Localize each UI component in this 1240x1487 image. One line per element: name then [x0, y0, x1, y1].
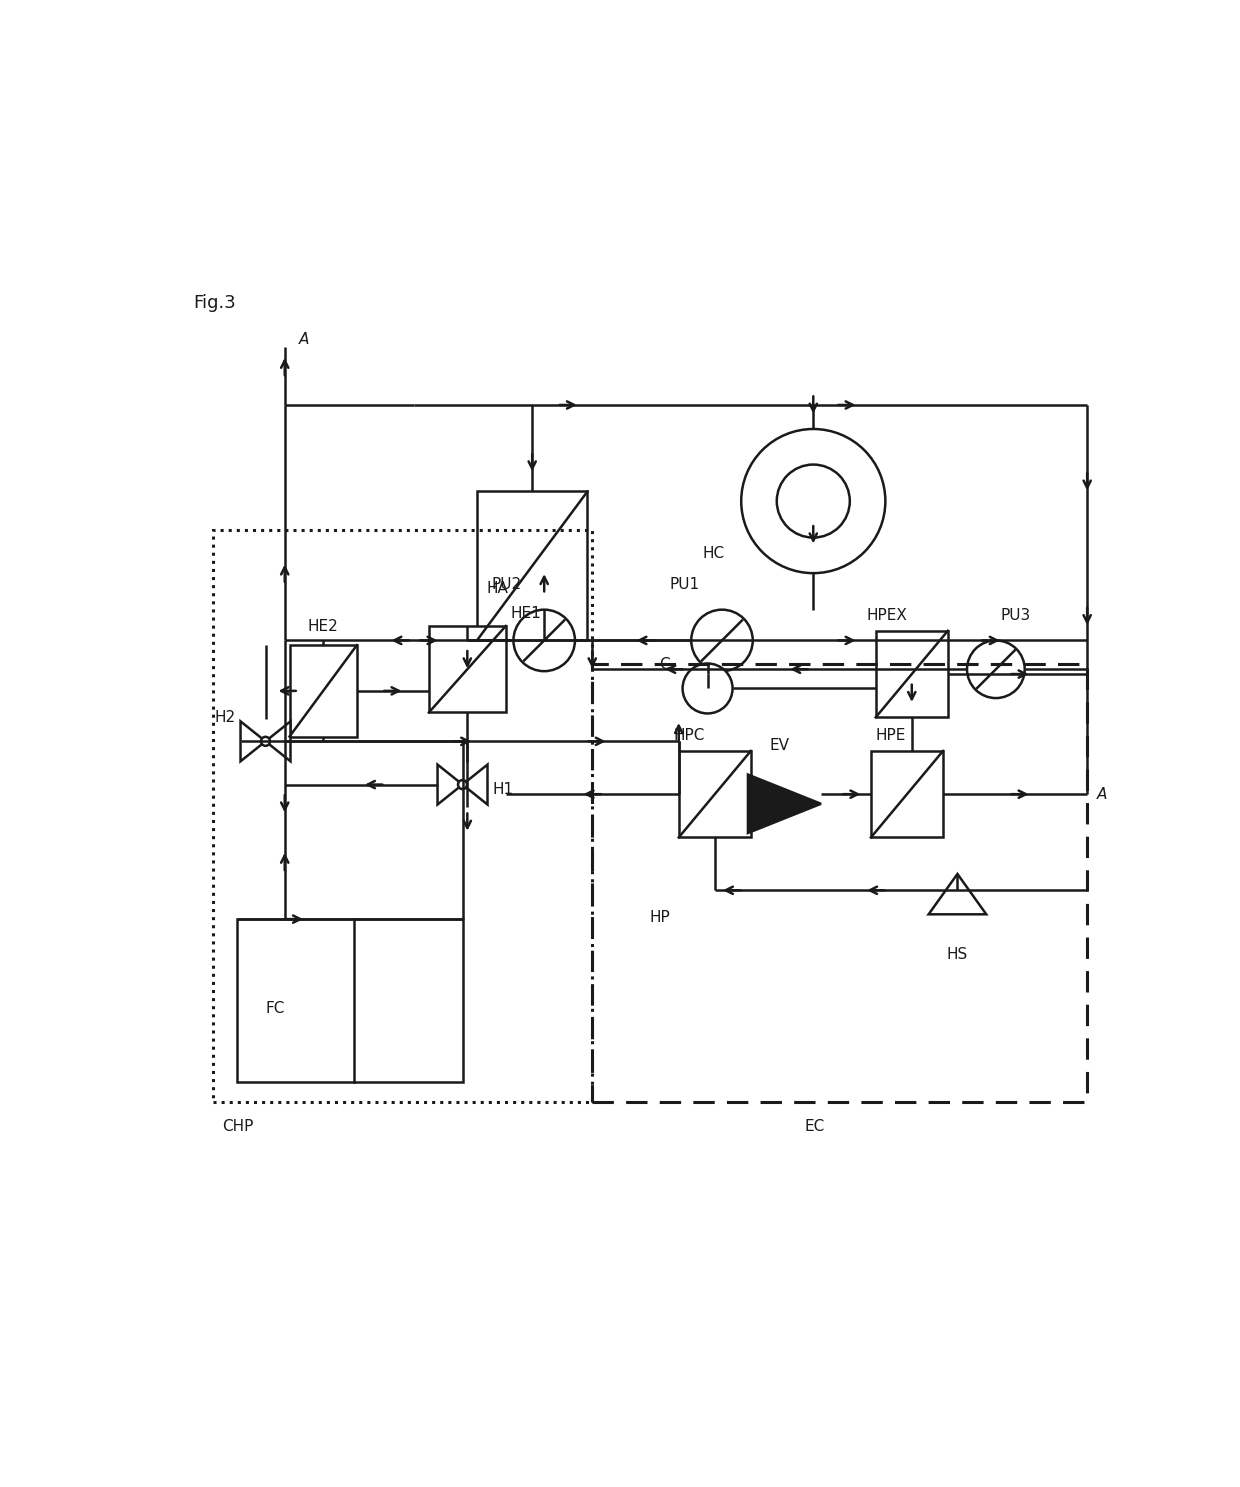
- Bar: [593, 665, 1087, 1102]
- Bar: [237, 919, 463, 1083]
- Text: HPE: HPE: [875, 729, 906, 744]
- Text: HPC: HPC: [675, 729, 706, 744]
- Polygon shape: [265, 721, 290, 761]
- Text: PU3: PU3: [1001, 608, 1030, 623]
- Circle shape: [513, 610, 575, 671]
- Text: PU2: PU2: [491, 577, 522, 592]
- Text: HPEX: HPEX: [866, 608, 906, 623]
- Text: Fig.3: Fig.3: [193, 294, 236, 312]
- Text: C: C: [660, 657, 670, 672]
- Bar: [213, 529, 593, 1102]
- Bar: [870, 751, 942, 837]
- Text: HS: HS: [947, 947, 968, 962]
- Polygon shape: [438, 764, 463, 804]
- Text: A: A: [1096, 787, 1107, 801]
- Bar: [290, 645, 357, 736]
- Bar: [875, 630, 947, 717]
- Text: FC: FC: [265, 1001, 285, 1017]
- Circle shape: [967, 641, 1024, 697]
- Text: H1: H1: [492, 782, 513, 797]
- Bar: [429, 626, 506, 712]
- Text: HA: HA: [486, 581, 508, 596]
- Text: CHP: CHP: [222, 1120, 254, 1135]
- Polygon shape: [748, 775, 821, 833]
- Text: HP: HP: [650, 910, 671, 925]
- Text: A: A: [299, 332, 310, 346]
- Circle shape: [776, 464, 849, 538]
- Circle shape: [691, 610, 753, 671]
- Polygon shape: [929, 874, 986, 915]
- Text: HE1: HE1: [511, 607, 542, 622]
- Circle shape: [742, 430, 885, 572]
- Text: EV: EV: [770, 738, 790, 752]
- Bar: [678, 751, 750, 837]
- Text: HE2: HE2: [308, 619, 339, 633]
- Bar: [477, 492, 588, 641]
- Text: PU1: PU1: [670, 577, 699, 592]
- Polygon shape: [241, 721, 265, 761]
- Text: EC: EC: [805, 1120, 825, 1135]
- Circle shape: [260, 738, 270, 746]
- Text: H2: H2: [215, 709, 236, 724]
- Text: HC: HC: [703, 546, 725, 562]
- Circle shape: [458, 781, 467, 790]
- Polygon shape: [463, 764, 487, 804]
- Circle shape: [682, 663, 733, 714]
